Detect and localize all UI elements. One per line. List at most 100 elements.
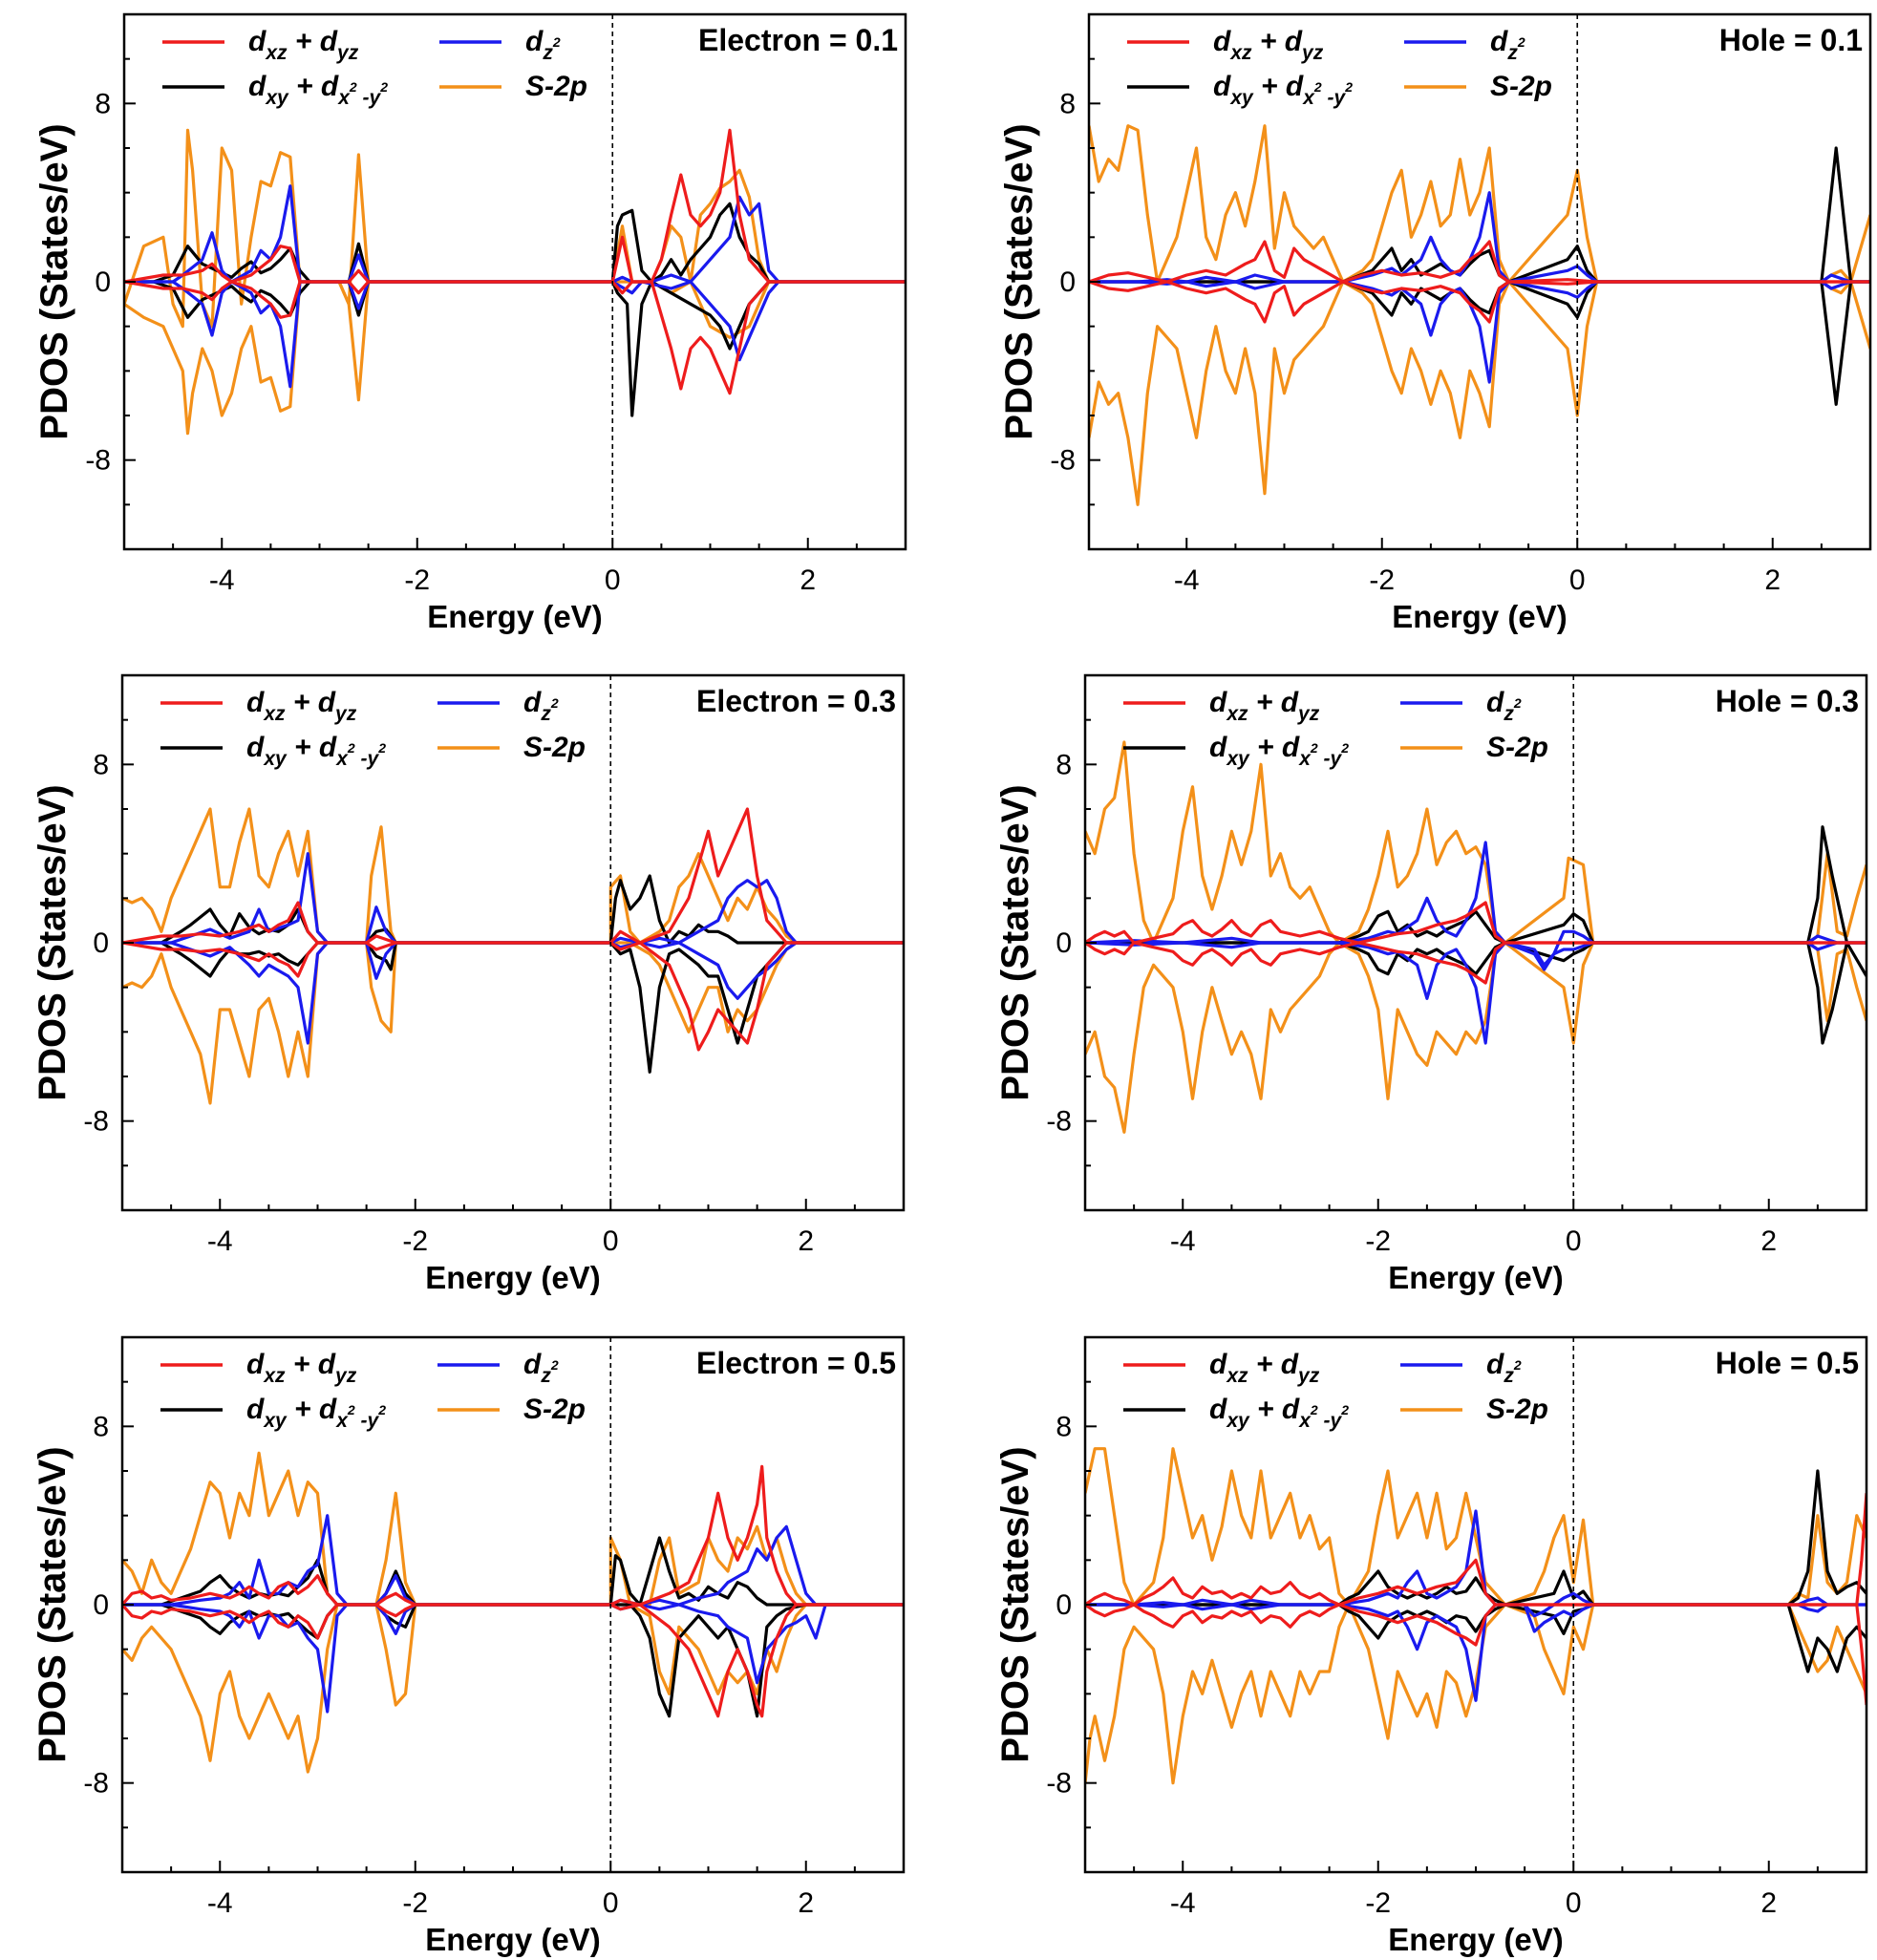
legend-label-part: d <box>1209 687 1227 718</box>
legend-label-part: xz <box>1229 42 1252 64</box>
curves-group <box>124 128 906 436</box>
x-tick-label: -2 <box>1369 565 1395 596</box>
series-line-dxz-dyz-down <box>122 941 904 1052</box>
legend-label-part: d <box>246 687 265 718</box>
legend-label-part: 2 <box>349 79 357 95</box>
legend-label-part: S-2p <box>1486 1394 1548 1425</box>
legend-label-1: dxz + dyz <box>1209 687 1320 725</box>
x-tick-label: 0 <box>1569 565 1586 596</box>
series-line-dz2-up <box>124 184 906 284</box>
y-tick-label: -8 <box>83 1768 109 1800</box>
legend-label-part: yz <box>1297 1365 1320 1387</box>
legend-label-part: 2 <box>1517 34 1525 50</box>
legend-label-part: xz <box>263 1365 286 1387</box>
legend-label-part: z <box>540 1365 551 1387</box>
series-line-dxy-dx2-y2-down <box>1085 1603 1866 1673</box>
x-tick-label: -4 <box>1170 1887 1196 1919</box>
legend-label-part: d <box>1209 1349 1227 1380</box>
legend-label-part: 2 <box>1310 1402 1318 1417</box>
x-tick-label: -4 <box>207 1225 233 1257</box>
legend-label-part: d <box>1281 1349 1299 1380</box>
legend-label-4: S-2p <box>1486 732 1548 763</box>
series-line-dxy-dx2-y2-down <box>122 941 904 1074</box>
series-line-dxz-dyz-down <box>122 1603 904 1718</box>
legend-label-3: dxy + dx2 -y2 <box>246 732 386 770</box>
y-tick-label: 8 <box>93 749 109 780</box>
legend-label-part: x <box>1302 87 1315 109</box>
legend-label-part: xy <box>1226 1410 1250 1432</box>
curves-group <box>1085 1447 1866 1785</box>
y-tick-label: 0 <box>1059 266 1076 298</box>
legend-label-part: + <box>287 732 319 763</box>
x-tick-label: 0 <box>1566 1887 1582 1919</box>
x-axis-label: Energy (eV) <box>425 1260 600 1295</box>
x-tick-label: -4 <box>207 1887 233 1919</box>
legend-label-part: 2 <box>550 1357 559 1373</box>
y-tick-label: 0 <box>93 1589 109 1621</box>
legend-label-part: yz <box>334 1365 357 1387</box>
legend-label-part: + <box>1249 1394 1282 1425</box>
legend-label-part: d <box>1209 732 1227 763</box>
pdos-panel-4: -4 -2 0 2 -8 0 8 Energy (eV) PDOS (States/eV) Hol… <box>994 673 1868 1295</box>
series-line-dxz-dyz-up <box>122 1464 904 1607</box>
series-line-dz2-up <box>1085 841 1866 967</box>
legend-label-part: z <box>1503 703 1514 725</box>
legend-label-part: -y <box>1322 87 1347 109</box>
x-tick-label: -4 <box>1174 565 1200 596</box>
legend-label-3: dxy + dx2 -y2 <box>246 1394 386 1432</box>
legend-label-part: x <box>337 87 351 109</box>
legend-label-part: 2 <box>1340 1402 1349 1417</box>
legend-label-part: 2 <box>379 79 388 95</box>
series-line-s-2p-up <box>122 1451 904 1607</box>
x-tick-label: 0 <box>603 1887 619 1919</box>
legend-label-part: -y <box>357 87 382 109</box>
x-tick-label: 2 <box>1760 1887 1777 1919</box>
curves-group <box>122 1451 904 1774</box>
legend-label-part: d <box>523 687 542 718</box>
legend-label-part: x <box>335 1410 349 1432</box>
legend-label-part: 2 <box>550 695 559 711</box>
panel-title: Electron = 0.1 <box>698 23 898 57</box>
y-axis-label: PDOS (States/eV) <box>998 123 1040 439</box>
legend-label-part: xz <box>263 703 286 725</box>
legend-label-part: d <box>318 687 336 718</box>
legend-label-part: z <box>540 703 551 725</box>
legend-label-part: S-2p <box>1490 71 1552 102</box>
series-line-dz2-down <box>1085 941 1866 1045</box>
legend-label-part: -y <box>355 748 380 770</box>
y-tick-label: -8 <box>83 1106 109 1138</box>
series-line-s-2p-up <box>1089 124 1870 284</box>
legend-label-part: + <box>288 71 321 102</box>
y-tick-label: 8 <box>93 1411 109 1442</box>
y-tick-label: -8 <box>1050 445 1076 477</box>
legend-label-part: S-2p <box>1486 732 1548 763</box>
y-tick-label: 8 <box>95 88 111 119</box>
legend-label-part: + <box>1249 732 1282 763</box>
panel-title: Electron = 0.3 <box>696 684 896 718</box>
legend-label-part: d <box>319 732 337 763</box>
y-axis-label: PDOS (States/eV) <box>994 784 1036 1100</box>
legend-label-part: d <box>1490 26 1508 57</box>
legend-label-part: d <box>1282 1394 1300 1425</box>
legend-label-part: + <box>1248 1349 1281 1380</box>
y-tick-label: 0 <box>1056 1589 1072 1621</box>
series-line-s-2p-down <box>122 941 904 1105</box>
curves-group <box>1085 740 1866 1134</box>
series-line-dz2-up <box>122 852 904 945</box>
x-axis-label: Energy (eV) <box>1392 599 1567 634</box>
series-line-dxy-dx2-y2-up <box>124 202 906 284</box>
legend-label-part: S-2p <box>523 1394 586 1425</box>
x-tick-label: -4 <box>1170 1225 1196 1257</box>
y-tick-label: 0 <box>95 266 111 298</box>
series-line-dxz-dyz-up <box>1085 901 1866 945</box>
series-line-s-2p-up <box>122 807 904 945</box>
legend-label-1: dxz + dyz <box>248 26 359 64</box>
x-axis-label: Energy (eV) <box>1388 1922 1563 1957</box>
y-axis-label: PDOS (States/eV) <box>32 784 74 1100</box>
y-tick-label: -8 <box>1046 1106 1072 1138</box>
legend-label-1: dxz + dyz <box>1213 26 1324 64</box>
legend-label-part: d <box>246 1349 265 1380</box>
x-tick-label: -4 <box>209 565 235 596</box>
